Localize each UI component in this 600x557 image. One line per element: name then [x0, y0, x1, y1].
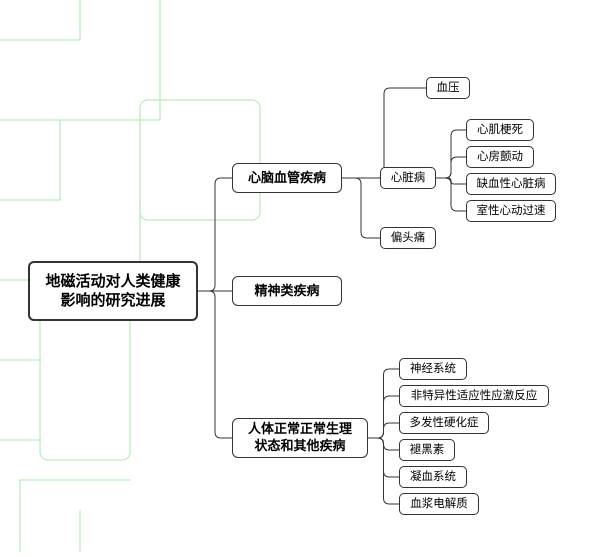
node-b1c1: 血压 — [426, 77, 470, 99]
node-b2: 精神类疾病 — [232, 276, 342, 306]
node-b3c1: 神经系统 — [399, 358, 467, 380]
edge-b1-b1c1 — [342, 88, 426, 178]
node-root: 地磁活动对人类健康 影响的研究进展 — [28, 261, 198, 321]
edge-b3-b3c6 — [368, 438, 399, 504]
edge-b1c2-c2b — [436, 157, 466, 178]
node-b3c6: 血浆电解质 — [399, 493, 479, 515]
node-c2b: 心房颤动 — [466, 146, 534, 168]
node-c2a: 心肌梗死 — [466, 119, 534, 141]
node-b3c3: 多发性硬化症 — [399, 412, 489, 434]
mindmap-diagram: 地磁活动对人类健康 影响的研究进展 心脑血管疾病精神类疾病人体正常正常生理 状态和… — [0, 0, 600, 552]
edge-b1c2-c2d — [436, 178, 466, 211]
node-b3c5: 凝血系统 — [399, 466, 467, 488]
node-b3c4: 褪黑素 — [399, 439, 455, 461]
node-b1c2: 心脏病 — [380, 167, 436, 189]
edge-root-b1 — [198, 178, 232, 291]
node-b1: 心脑血管疾病 — [232, 163, 342, 193]
edge-root-b3 — [198, 291, 232, 438]
node-c2d: 室性心动过速 — [466, 200, 556, 222]
node-b3c2: 非特异性适应性应激反应 — [399, 385, 549, 407]
node-c2c: 缺血性心脏病 — [466, 173, 556, 195]
edge-b1-b1c3 — [342, 178, 380, 238]
node-b3: 人体正常正常生理 状态和其他疾病 — [232, 418, 368, 458]
node-b1c3: 偏头痛 — [380, 227, 436, 249]
